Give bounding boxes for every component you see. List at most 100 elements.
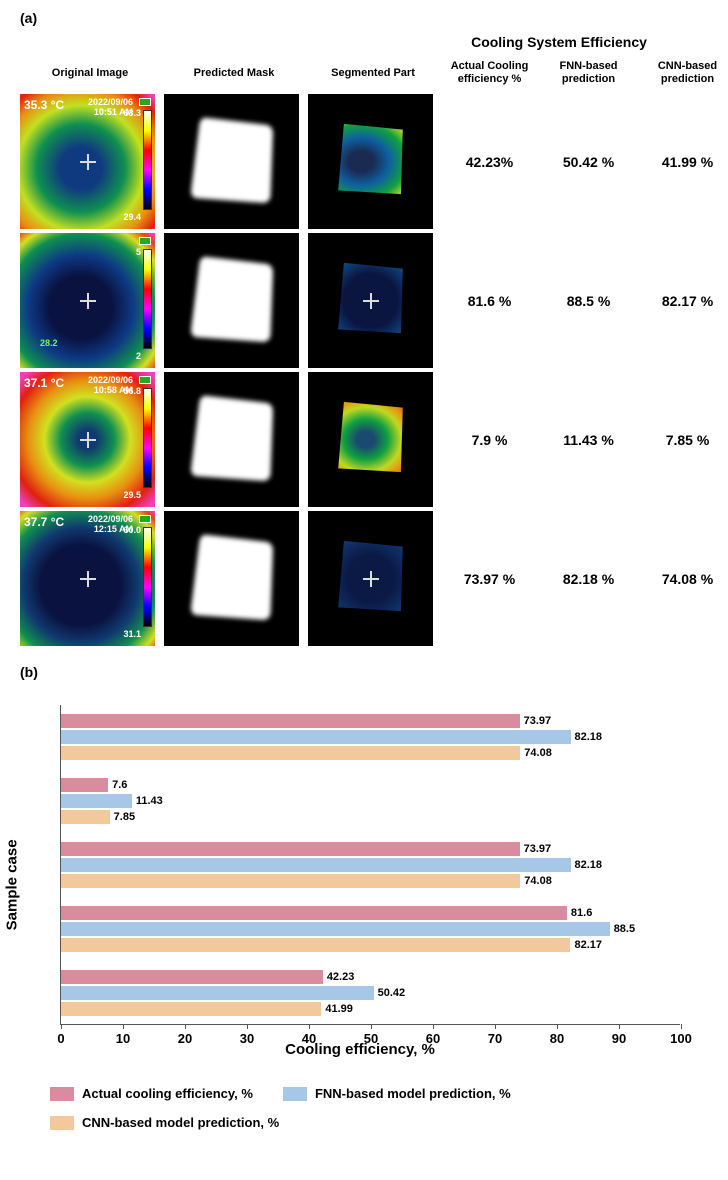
bar-label-fnn: 82.18 xyxy=(575,731,603,743)
bar-fnn xyxy=(61,922,610,936)
thermal-image: 37.7 °C2022/09/0612:15 AM60.031.1 xyxy=(20,511,155,646)
chart-legend: Actual cooling efficiency, % FNN-based m… xyxy=(20,1086,708,1130)
x-tick-label: 70 xyxy=(488,1031,502,1046)
bar-fnn xyxy=(61,794,132,808)
date-label: 2022/09/06 xyxy=(88,514,133,524)
colorbar xyxy=(143,249,152,349)
battery-icon xyxy=(139,237,151,245)
bar-label-cnn: 74.08 xyxy=(524,747,552,759)
thermal-image: 35.3 °C2022/09/0610:51 AM63.329.4 xyxy=(20,94,155,229)
swatch-fnn xyxy=(283,1087,307,1101)
cnn-value: 7.85 % xyxy=(640,432,728,448)
segment-shape xyxy=(323,253,418,348)
bar-label-fnn: 11.43 xyxy=(136,795,163,807)
bar-label-actual: 42.23 xyxy=(327,971,355,983)
bar-label-actual: 7.6 xyxy=(112,779,127,791)
bar-label-actual: 73.97 xyxy=(524,843,552,855)
segment-shape xyxy=(323,114,418,209)
x-tick xyxy=(681,1024,682,1029)
bar-cnn xyxy=(61,874,520,888)
colorbar xyxy=(143,527,152,627)
scale-high: 63.3 xyxy=(123,108,141,118)
battery-icon xyxy=(139,376,151,384)
segmented-part xyxy=(308,94,433,229)
results-grid: Original Image Predicted Mask Segmented … xyxy=(20,56,708,646)
cnn-value: 41.99 % xyxy=(640,154,728,170)
x-tick xyxy=(309,1024,310,1029)
crosshair-icon xyxy=(363,293,379,309)
legend-cnn-label: CNN-based model prediction, % xyxy=(82,1115,279,1130)
battery-icon xyxy=(139,515,151,523)
x-tick-label: 90 xyxy=(612,1031,626,1046)
x-tick xyxy=(433,1024,434,1029)
bar-actual xyxy=(61,714,520,728)
segmented-part xyxy=(308,372,433,507)
actual-value: 81.6 % xyxy=(442,293,537,309)
segmented-part xyxy=(308,233,433,368)
legend-fnn: FNN-based model prediction, % xyxy=(283,1086,511,1101)
x-tick xyxy=(123,1024,124,1029)
predicted-mask xyxy=(164,372,299,507)
crosshair-icon xyxy=(80,293,96,309)
x-tick-label: 80 xyxy=(550,1031,564,1046)
x-tick-label: 100 xyxy=(670,1031,692,1046)
colorbar xyxy=(143,110,152,210)
bar-label-cnn: 41.99 xyxy=(325,1003,353,1015)
scale-low: 2 xyxy=(136,351,141,361)
cnn-value: 82.17 % xyxy=(640,293,728,309)
segmented-part xyxy=(308,511,433,646)
scale-low: 29.4 xyxy=(123,212,141,222)
actual-value: 7.9 % xyxy=(442,432,537,448)
y-axis-label: Sample case xyxy=(4,840,21,931)
fnn-value: 50.42 % xyxy=(541,154,636,170)
header-actual: Actual Cooling efficiency % xyxy=(442,56,537,90)
x-axis-label: Cooling efficiency, % xyxy=(285,1041,435,1058)
panel-b-label: (b) xyxy=(20,664,708,680)
crosshair-icon xyxy=(363,571,379,587)
scale-low: 31.1 xyxy=(123,629,141,639)
thermal-image: 37.1 °C2022/09/0610:58 AM56.829.5 xyxy=(20,372,155,507)
x-tick xyxy=(495,1024,496,1029)
temp-label: 37.7 °C xyxy=(24,515,64,529)
bar-actual xyxy=(61,778,108,792)
x-tick-label: 10 xyxy=(116,1031,130,1046)
legend-cnn: CNN-based model prediction, % xyxy=(50,1115,279,1130)
bar-label-cnn: 7.85 xyxy=(114,811,135,823)
fnn-value: 82.18 % xyxy=(541,571,636,587)
header-mask: Predicted Mask xyxy=(164,63,304,84)
crosshair-icon xyxy=(80,432,96,448)
crosshair-icon xyxy=(80,154,96,170)
bar-label-fnn: 82.18 xyxy=(575,859,603,871)
bar-label-fnn: 88.5 xyxy=(614,923,635,935)
bar-chart: Sample case 0102030405060708090100573.97… xyxy=(20,700,700,1080)
predicted-mask xyxy=(164,94,299,229)
bar-actual xyxy=(61,906,567,920)
x-tick xyxy=(619,1024,620,1029)
legend-actual-label: Actual cooling efficiency, % xyxy=(82,1086,253,1101)
thermal-image: 5228.2 xyxy=(20,233,155,368)
bar-fnn xyxy=(61,858,571,872)
header-original: Original Image xyxy=(20,63,160,84)
bar-label-cnn: 74.08 xyxy=(524,875,552,887)
swatch-actual xyxy=(50,1087,74,1101)
actual-value: 73.97 % xyxy=(442,571,537,587)
bar-cnn xyxy=(61,1002,321,1016)
panel-a-label: (a) xyxy=(20,10,708,26)
fnn-value: 11.43 % xyxy=(541,432,636,448)
x-tick xyxy=(557,1024,558,1029)
bar-label-actual: 73.97 xyxy=(524,715,552,727)
segment-shape xyxy=(323,531,418,626)
bar-cnn xyxy=(61,810,110,824)
extra-temp-label: 28.2 xyxy=(40,338,58,348)
x-tick xyxy=(247,1024,248,1029)
temp-label: 37.1 °C xyxy=(24,376,64,390)
chart-plot-area: 0102030405060708090100573.9782.1874.0847… xyxy=(60,705,680,1025)
scale-high: 56.8 xyxy=(123,386,141,396)
x-tick xyxy=(371,1024,372,1029)
fnn-value: 88.5 % xyxy=(541,293,636,309)
x-tick-label: 20 xyxy=(178,1031,192,1046)
bar-actual xyxy=(61,970,323,984)
bar-cnn xyxy=(61,746,520,760)
header-segmented: Segmented Part xyxy=(308,63,438,84)
x-tick xyxy=(61,1024,62,1029)
